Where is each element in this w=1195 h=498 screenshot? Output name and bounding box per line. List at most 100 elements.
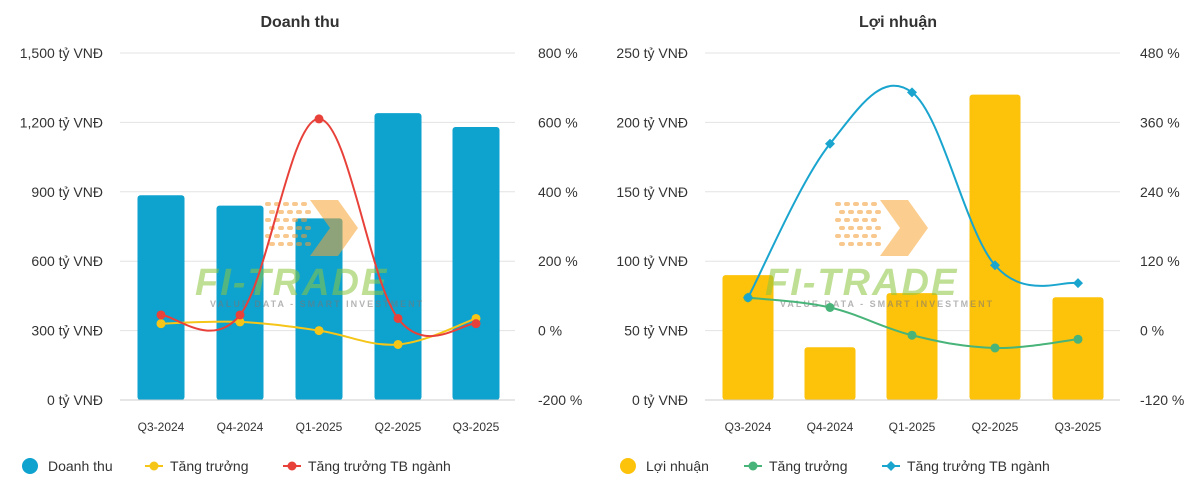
watermark-dash xyxy=(857,242,863,246)
series-marker xyxy=(156,310,166,320)
watermark-arrow xyxy=(880,200,928,256)
watermark-dash xyxy=(292,234,298,238)
x-tick-label: Q3-2025 xyxy=(453,420,500,434)
watermark-dash xyxy=(871,202,877,206)
bar xyxy=(295,218,343,400)
watermark-dash xyxy=(839,210,845,214)
y-right-tick-label: 800 % xyxy=(538,45,578,61)
bar xyxy=(216,205,264,400)
legend-label: Lợi nhuận xyxy=(646,458,709,474)
series-marker xyxy=(990,260,1000,271)
bar xyxy=(804,347,856,400)
y-right-tick-label: -120 % xyxy=(1140,392,1184,408)
series-marker xyxy=(1073,334,1083,344)
y-right-tick-label: 0 % xyxy=(1140,323,1164,339)
watermark-dash xyxy=(871,234,877,238)
bar xyxy=(1052,297,1104,400)
y-left-tick-label: 100 tỷ VNĐ xyxy=(616,253,688,269)
watermark-dash xyxy=(857,226,863,230)
x-tick-label: Q3-2024 xyxy=(138,420,185,434)
watermark-dash xyxy=(269,242,275,246)
y-right-tick-label: 360 % xyxy=(1140,114,1180,130)
legend-item: Lợi nhuận xyxy=(620,458,709,474)
legend-symbol xyxy=(620,458,636,474)
chart-title: Lợi nhuận xyxy=(859,14,937,31)
y-right-tick-label: 120 % xyxy=(1140,253,1180,269)
watermark-dash xyxy=(278,242,284,246)
watermark-dash xyxy=(283,218,289,222)
watermark-dash xyxy=(274,234,280,238)
watermark-dash xyxy=(265,218,271,222)
legend-item: Doanh thu xyxy=(22,458,113,474)
chart-title: Doanh thu xyxy=(260,14,339,31)
legend-label: Tăng trưởng TB ngành xyxy=(907,458,1050,474)
x-tick-label: Q4-2024 xyxy=(217,420,264,434)
watermark-arrow xyxy=(310,200,358,256)
watermark-dash xyxy=(283,234,289,238)
watermark-dash xyxy=(287,210,293,214)
watermark-dash xyxy=(848,226,854,230)
x-tick-label: Q3-2024 xyxy=(725,420,772,434)
legend-label: Doanh thu xyxy=(48,458,113,474)
watermark-dash xyxy=(292,202,298,206)
y-right-tick-label: -200 % xyxy=(538,392,582,408)
watermark-dash xyxy=(862,218,868,222)
legend-item: Tăng trưởng xyxy=(744,458,847,474)
watermark-dash xyxy=(301,218,307,222)
watermark-dash xyxy=(292,218,298,222)
watermark-dash xyxy=(278,210,284,214)
bar xyxy=(969,94,1021,400)
y-left-tick-label: 900 tỷ VNĐ xyxy=(31,184,103,200)
watermark-dash xyxy=(848,210,854,214)
watermark-dash xyxy=(857,210,863,214)
y-right-tick-label: 480 % xyxy=(1140,45,1180,61)
watermark-dash xyxy=(875,226,881,230)
legend-symbol xyxy=(886,461,896,471)
y-right-tick-label: 200 % xyxy=(538,253,578,269)
y-left-tick-label: 200 tỷ VNĐ xyxy=(616,114,688,130)
watermark-dash xyxy=(853,218,859,222)
series-marker xyxy=(393,339,403,349)
y-left-tick-label: 250 tỷ VNĐ xyxy=(616,45,688,61)
legend-item: Tăng trưởng TB ngành xyxy=(882,458,1050,474)
watermark-brand: FI-TRADE xyxy=(195,262,388,304)
watermark-dash xyxy=(287,242,293,246)
watermark-dash xyxy=(305,210,311,214)
x-tick-label: Q4-2024 xyxy=(807,420,854,434)
watermark-dash xyxy=(305,226,311,230)
series-marker xyxy=(907,330,917,340)
legend-symbol xyxy=(149,461,159,471)
series-marker xyxy=(314,326,324,336)
watermark-dash xyxy=(287,226,293,230)
watermark-dash xyxy=(301,202,307,206)
series-marker xyxy=(907,87,917,98)
watermark-dash xyxy=(848,242,854,246)
x-tick-label: Q3-2025 xyxy=(1055,420,1102,434)
y-left-tick-label: 1,200 tỷ VNĐ xyxy=(20,114,103,130)
watermark-dash xyxy=(269,210,275,214)
legend-item: Tăng trưởng TB ngành xyxy=(283,458,451,474)
bar xyxy=(137,195,185,400)
series-marker xyxy=(393,313,403,323)
watermark-dash xyxy=(301,234,307,238)
watermark-dash xyxy=(875,242,881,246)
y-right-tick-label: 0 % xyxy=(538,323,562,339)
legend-symbol xyxy=(22,458,38,474)
series-marker xyxy=(156,319,166,329)
series-marker xyxy=(825,302,835,312)
x-tick-label: Q2-2025 xyxy=(972,420,1019,434)
watermark-dash xyxy=(875,210,881,214)
watermark-dash xyxy=(871,218,877,222)
watermark-brand: FI-TRADE xyxy=(765,262,958,304)
watermark-dash xyxy=(866,242,872,246)
chart-1: Doanh thu 0 tỷ VNĐ 300 tỷ VNĐ 600 tỷ VNĐ 900… xyxy=(20,14,582,474)
watermark-dash xyxy=(265,202,271,206)
watermark-dash xyxy=(862,234,868,238)
y-right-tick-label: 400 % xyxy=(538,184,578,200)
watermark-dash xyxy=(305,242,311,246)
legend-item: Tăng trưởng xyxy=(145,458,248,474)
watermark-dash xyxy=(839,242,845,246)
